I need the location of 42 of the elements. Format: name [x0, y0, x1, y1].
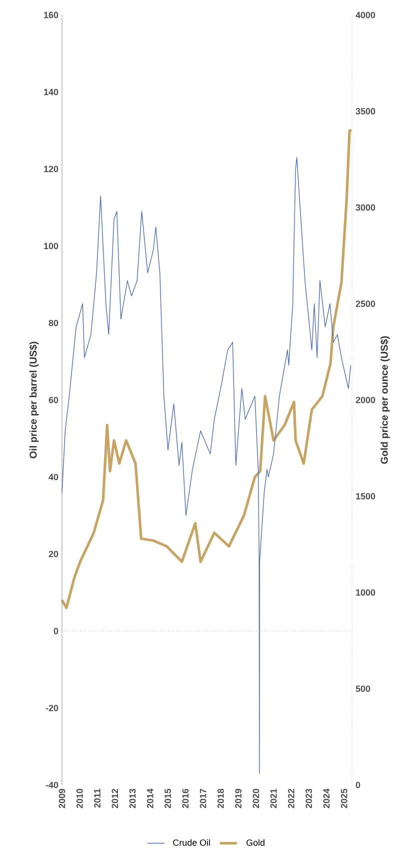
x-tick-label: 2012	[112, 788, 118, 808]
y-tick-label: 40	[48, 474, 58, 480]
y2-axis-title: Gold price per ounce (US$)	[380, 336, 390, 464]
y2-tick-label: 3000	[356, 204, 376, 211]
x-tick-label: 2014	[146, 788, 154, 808]
y-tick-label: 80	[48, 320, 58, 326]
x-tick-label: 2010	[76, 788, 83, 808]
y-axis-title: Oil price per barrel (US$)	[29, 342, 39, 458]
legend-label: Gold	[246, 839, 264, 846]
legend-label: Crude Oil	[173, 839, 210, 846]
y2-tick-label: 2000	[356, 396, 376, 404]
y-tick-label: 0	[54, 628, 58, 634]
y-tick-label: 100	[44, 242, 58, 250]
x-tick-label: 2017	[200, 788, 206, 808]
y2-tick-label: 1500	[356, 493, 376, 500]
line-series	[60, 129, 353, 610]
y2-tick-label: 2500	[356, 300, 376, 307]
y2-tick-label: 1000	[356, 589, 376, 596]
x-tick-label: 2019	[235, 788, 242, 808]
x-tick-label: 2016	[182, 788, 189, 808]
y2-tick-label: 0	[356, 782, 360, 788]
y-tick-label: -20	[46, 704, 58, 712]
y2-tick-label: 3500	[356, 108, 376, 114]
x-tick-label: 2024	[323, 788, 330, 808]
y2-tick-label: 500	[356, 686, 370, 692]
y-tick-label: 60	[48, 396, 58, 404]
x-tick-label: 2011	[94, 788, 100, 808]
y-tick-label: -40	[46, 782, 58, 788]
y-tick-label: 120	[44, 166, 58, 172]
x-tick-label: 2009	[58, 788, 66, 808]
x-tick-label: 2013	[129, 788, 136, 808]
x-tick-label: 2023	[306, 788, 312, 808]
y-tick-label: 160	[44, 12, 58, 18]
x-tick-label: 2015	[164, 788, 171, 808]
x-tick-label: 2025	[340, 788, 348, 808]
y-tick-label: 20	[48, 550, 58, 558]
x-tick-label: 2021	[270, 788, 277, 808]
x-tick-label: 2022	[288, 788, 294, 808]
y-tick-label: 140	[44, 88, 58, 96]
x-tick-label: 2018	[217, 788, 224, 808]
x-tick-label: 2020	[252, 788, 260, 808]
y2-tick-label: 4000	[356, 12, 376, 18]
